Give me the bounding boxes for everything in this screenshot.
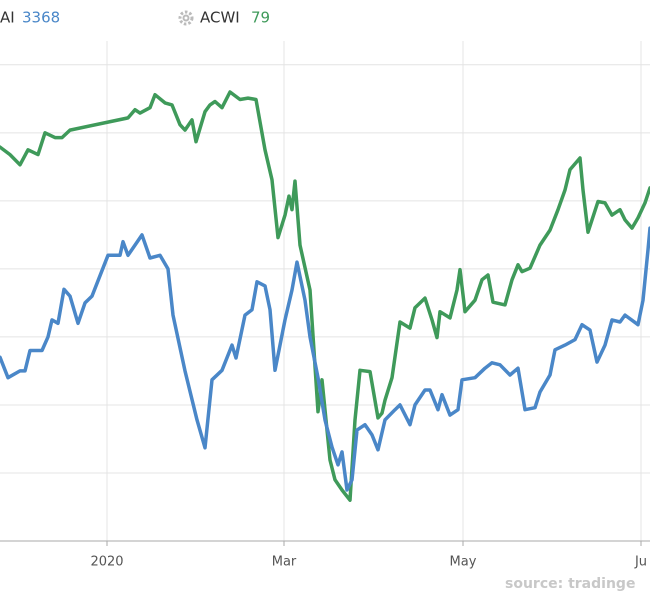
legend-label[interactable]: ACWI <box>200 9 240 27</box>
legend-value[interactable]: 79 <box>251 9 270 27</box>
legend-label[interactable]: AI <box>0 9 15 27</box>
x-tick-label: Ju <box>634 555 647 570</box>
series-line <box>0 226 650 492</box>
source: source: tradinge <box>505 576 635 592</box>
grid <box>0 41 650 541</box>
gear-icon[interactable] <box>178 10 194 26</box>
x-tick-label: May <box>450 555 477 570</box>
x-tick-label: Mar <box>272 555 297 570</box>
series-line <box>0 90 650 502</box>
plot <box>0 90 650 502</box>
legend-value[interactable]: 3368 <box>22 9 60 27</box>
x-tick-label: 2020 <box>90 555 123 570</box>
